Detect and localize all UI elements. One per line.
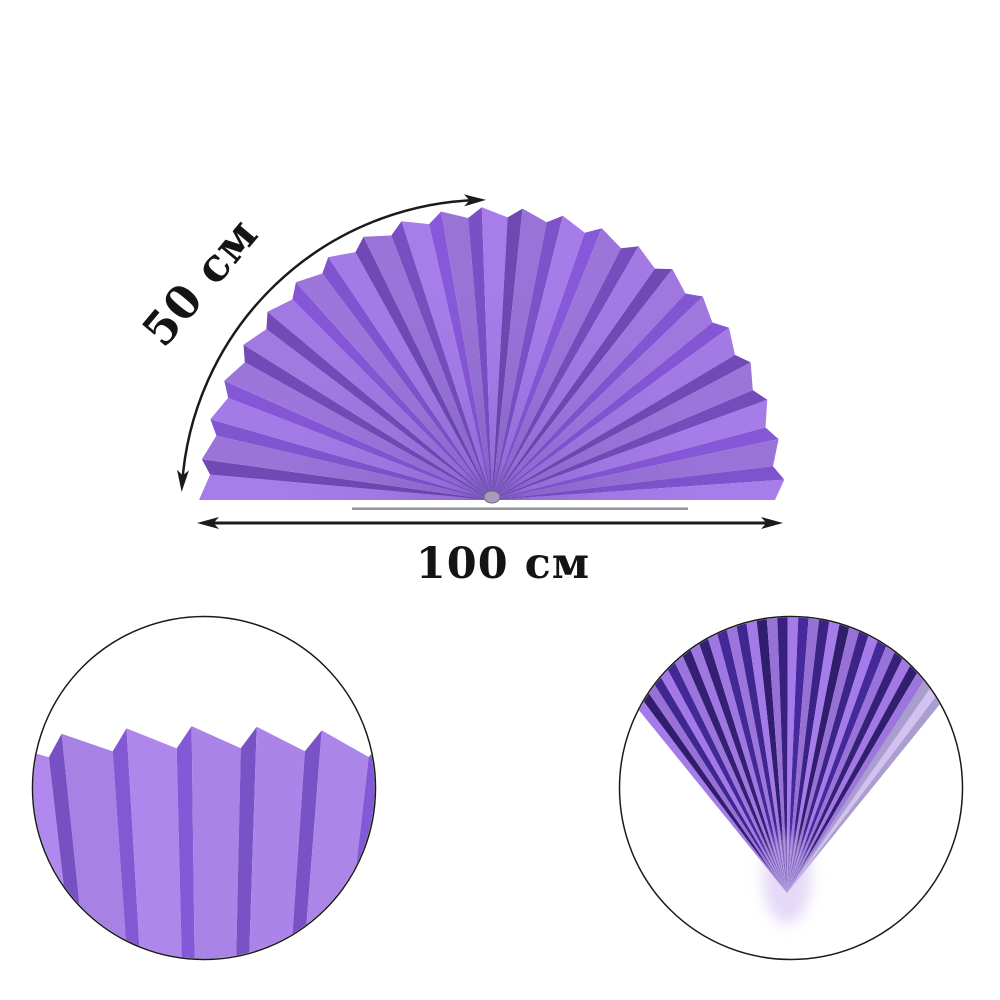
width-dimension-label: 100 см [416, 539, 590, 589]
fan-center-clip [483, 490, 501, 504]
fan-base-shadow-line [352, 507, 688, 510]
radius-dimension-label: 50 см [132, 208, 269, 357]
detail-left-border [31, 615, 377, 961]
detail-right-apex-glow [763, 832, 811, 924]
radius-arc-arrow [177, 194, 486, 492]
fan-center-shading [199, 207, 785, 500]
width-dimension: 100 см [197, 517, 783, 589]
detail-right-border [618, 615, 964, 961]
detail-right-pleats [620, 617, 962, 924]
detail-view-left [31, 615, 377, 961]
detail-view-right [618, 615, 964, 961]
